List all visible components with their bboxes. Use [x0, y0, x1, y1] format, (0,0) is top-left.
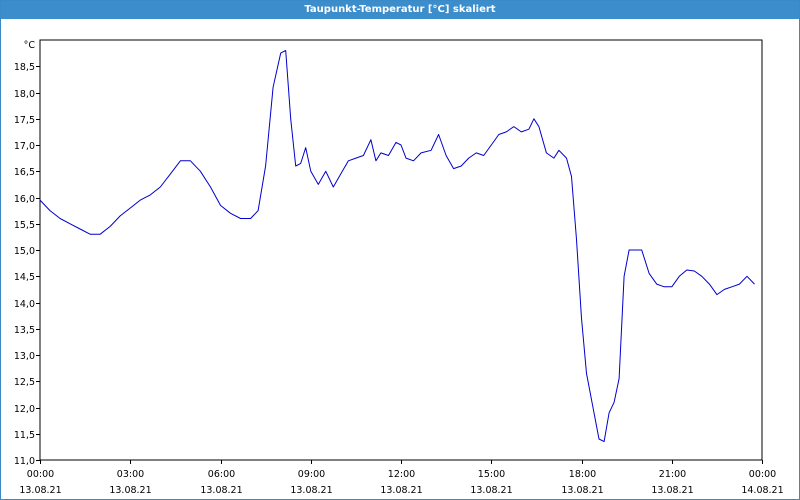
y-tick-label: 11,0 [14, 456, 35, 467]
y-tick-label: 12,0 [14, 404, 35, 415]
y-tick-label: 14,0 [14, 299, 35, 310]
x-tick-date-label: 13.08.21 [19, 485, 61, 496]
x-tick-date-label: 13.08.21 [470, 485, 512, 496]
x-tick-date-label: 13.08.21 [651, 485, 693, 496]
x-tick-time-label: 15:00 [478, 469, 505, 480]
y-tick-label: 17,5 [14, 115, 35, 126]
x-tick-date-label: 13.08.21 [561, 485, 603, 496]
x-tick-time-label: 09:00 [298, 469, 325, 480]
window-title: Taupunkt-Temperatur [°C] skaliert [1, 1, 799, 19]
x-tick-date-label: 14.08.21 [741, 485, 783, 496]
x-tick-time-label: 00:00 [27, 469, 54, 480]
plot-frame [39, 39, 763, 461]
x-tick-date-label: 13.08.21 [290, 485, 332, 496]
series-line [39, 50, 755, 443]
y-tick-label: 15,0 [14, 246, 35, 257]
x-tick-time-label: 18:00 [569, 469, 596, 480]
y-tick-label: 15,5 [14, 220, 35, 231]
y-tick-label: 16,5 [14, 167, 35, 178]
x-tick-time-label: 03:00 [117, 469, 144, 480]
x-tick-date-label: 13.08.21 [200, 485, 242, 496]
y-tick-label: 13,5 [14, 325, 35, 336]
y-tick-label: 11,5 [14, 430, 35, 441]
y-tick-label: 18,5 [14, 62, 35, 73]
x-tick-time-label: 21:00 [659, 469, 686, 480]
y-tick-label: 17,0 [14, 141, 35, 152]
y-axis-unit: °C [24, 40, 36, 51]
x-tick-date-label: 13.08.21 [380, 485, 422, 496]
y-tick-label: 16,0 [14, 194, 35, 205]
y-tick-label: 18,0 [14, 89, 35, 100]
y-tick-label: 14,5 [14, 272, 35, 283]
x-tick-date-label: 13.08.21 [109, 485, 151, 496]
x-tick-time-label: 06:00 [208, 469, 235, 480]
y-tick-label: 13,0 [14, 351, 35, 362]
x-tick-time-label: 12:00 [388, 469, 415, 480]
y-tick-label: 12,5 [14, 377, 35, 388]
x-tick-time-label: 00:00 [749, 469, 776, 480]
